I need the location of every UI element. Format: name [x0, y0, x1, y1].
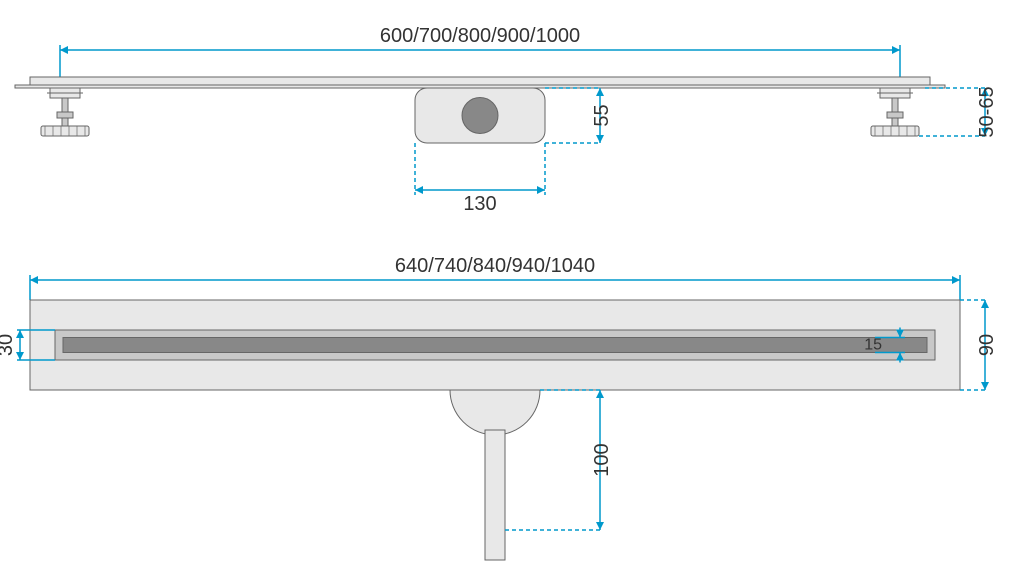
- dimension-label: 55: [591, 104, 613, 126]
- dimension-label: 640/740/840/940/1040: [395, 255, 595, 277]
- technical-drawing: 600/700/800/900/1000 130 55 50-65 640/740/84…: [0, 0, 1020, 584]
- dimension-label: 600/700/800/900/1000: [380, 25, 580, 47]
- dimension-label: 30: [0, 334, 17, 356]
- drain-outlet: [462, 98, 498, 134]
- channel-body: [30, 77, 930, 85]
- grate-slot: [63, 338, 927, 353]
- dimension-label: 50-65: [976, 86, 998, 137]
- dimension-label: 90: [976, 334, 998, 356]
- dimension-label: 100: [591, 443, 613, 476]
- dimension-label: 15: [864, 337, 882, 354]
- outlet-flange: [450, 390, 540, 435]
- outlet-pipe: [485, 430, 505, 560]
- dimension-label: 130: [463, 193, 496, 215]
